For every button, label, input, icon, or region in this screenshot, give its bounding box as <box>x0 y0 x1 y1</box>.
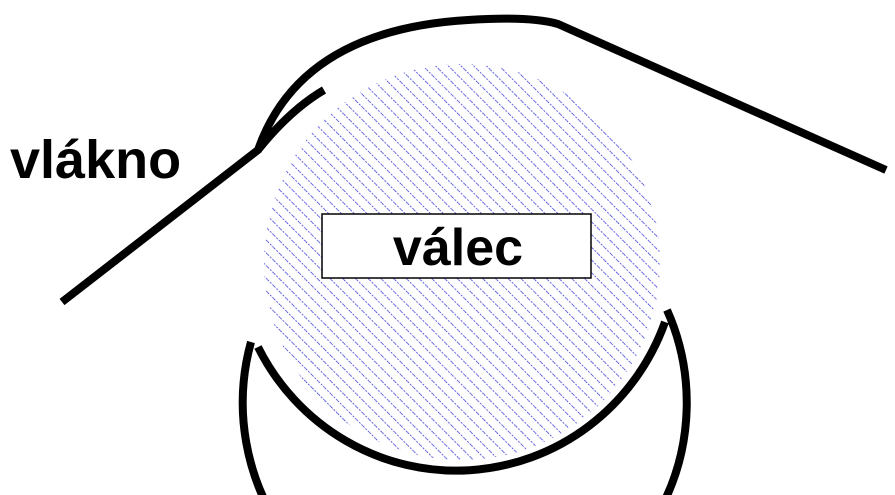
fiber-inner-segment <box>254 86 327 153</box>
fiber-line <box>59 14 888 306</box>
cylinder-outline <box>238 308 691 495</box>
fiber-label: vlákno <box>10 130 181 190</box>
cylinder-label: válec <box>393 219 523 277</box>
cylinder-label-box <box>321 213 592 279</box>
cylinder-outline-lower <box>254 320 669 475</box>
